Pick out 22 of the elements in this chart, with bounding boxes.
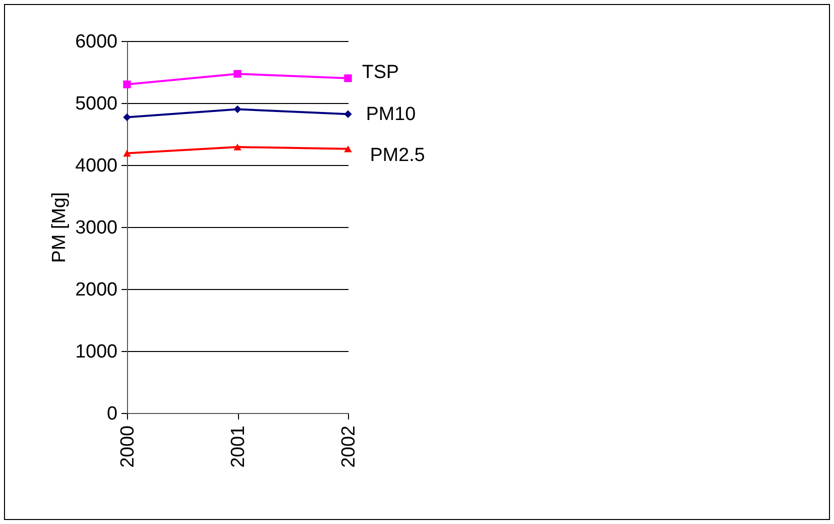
x-tick-label: 2002 (338, 426, 360, 468)
point (123, 150, 131, 157)
x-tick-label: 2001 (228, 426, 249, 468)
y-axis-title: PM [Mg] (49, 192, 70, 263)
y-tick-label: 4000 (75, 156, 118, 176)
point (344, 74, 352, 82)
y-tick-label: 2000 (75, 280, 118, 300)
y-tick-label: 3000 (75, 218, 118, 238)
series-label: TSP (362, 62, 399, 84)
y-tick-label: 5000 (75, 94, 118, 114)
point (123, 80, 131, 88)
y-tick-label: 6000 (75, 32, 118, 52)
series-label: PM10 (366, 104, 416, 126)
point (234, 70, 242, 78)
point (123, 113, 131, 122)
point (234, 144, 242, 150)
point (344, 146, 352, 152)
point (344, 110, 352, 118)
series-label: PM2.5 (370, 144, 425, 166)
y-tick-label: 1000 (75, 342, 118, 362)
y-tick-label: 0 (106, 404, 118, 424)
point (234, 105, 242, 114)
